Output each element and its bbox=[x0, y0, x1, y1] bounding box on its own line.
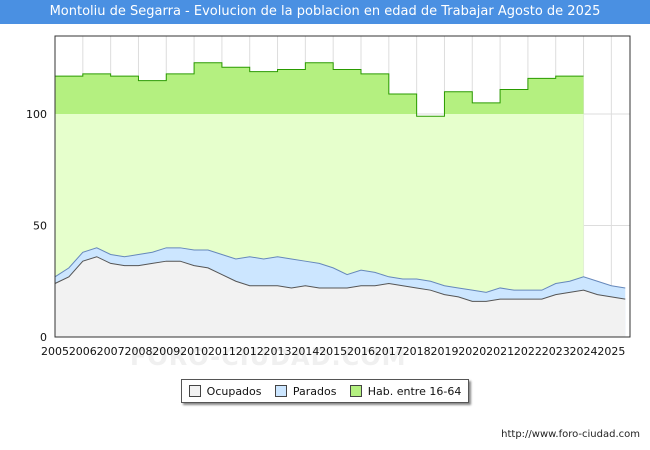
x-tick-label: 2023 bbox=[542, 345, 570, 358]
x-tick-label: 2011 bbox=[208, 345, 236, 358]
legend-item-parados: Parados bbox=[274, 384, 337, 398]
legend: Ocupados Parados Hab. entre 16-64 bbox=[181, 379, 469, 403]
x-tick-label: 2014 bbox=[291, 345, 319, 358]
x-tick-label: 2008 bbox=[124, 345, 152, 358]
x-tick-label: 2024 bbox=[570, 345, 598, 358]
x-tick-label: 2022 bbox=[514, 345, 542, 358]
x-tick-label: 2013 bbox=[264, 345, 292, 358]
legend-swatch-ocupados bbox=[188, 385, 201, 397]
parados-line bbox=[54, 247, 626, 293]
y-tick-label: 100 bbox=[26, 108, 47, 121]
watermark: FORO-CIUDAD.COM bbox=[130, 343, 407, 371]
x-tick-label: 2025 bbox=[597, 345, 625, 358]
x-tick-label: 2020 bbox=[458, 345, 486, 358]
x-tick-label: 2017 bbox=[375, 345, 403, 358]
x-tick-label: 2010 bbox=[180, 345, 208, 358]
ocupados-area bbox=[55, 256, 626, 337]
x-tick-label: 2009 bbox=[152, 345, 180, 358]
y-tick-label: 0 bbox=[40, 331, 47, 344]
x-tick-label: 2021 bbox=[486, 345, 514, 358]
source-link[interactable]: http://www.foro-ciudad.com bbox=[501, 429, 640, 440]
x-tick-label: 2016 bbox=[347, 345, 375, 358]
x-tick-label: 2015 bbox=[319, 345, 347, 358]
plot-border bbox=[54, 35, 631, 338]
legend-label-hab: Hab. entre 16-64 bbox=[367, 384, 462, 398]
ocupados-line bbox=[54, 256, 626, 302]
legend-label-ocupados: Ocupados bbox=[206, 384, 262, 398]
x-tick-label: 2018 bbox=[403, 345, 431, 358]
legend-swatch-parados bbox=[274, 385, 287, 397]
legend-item-ocupados: Ocupados bbox=[188, 384, 262, 398]
x-tick-label: 2007 bbox=[97, 345, 125, 358]
y-tick-label: 50 bbox=[33, 220, 47, 233]
x-tick-label: 2019 bbox=[430, 345, 458, 358]
hab-area-upper bbox=[55, 62, 584, 115]
chart-title: Montoliu de Segarra - Evolucion de la po… bbox=[0, 0, 650, 24]
x-tick-label: 2012 bbox=[236, 345, 264, 358]
x-tick-label: 2005 bbox=[41, 345, 69, 358]
legend-swatch-hab bbox=[349, 385, 362, 397]
x-tick-label: 2006 bbox=[69, 345, 97, 358]
legend-item-hab: Hab. entre 16-64 bbox=[349, 384, 462, 398]
hab-line bbox=[55, 62, 584, 117]
legend-label-parados: Parados bbox=[292, 384, 337, 398]
